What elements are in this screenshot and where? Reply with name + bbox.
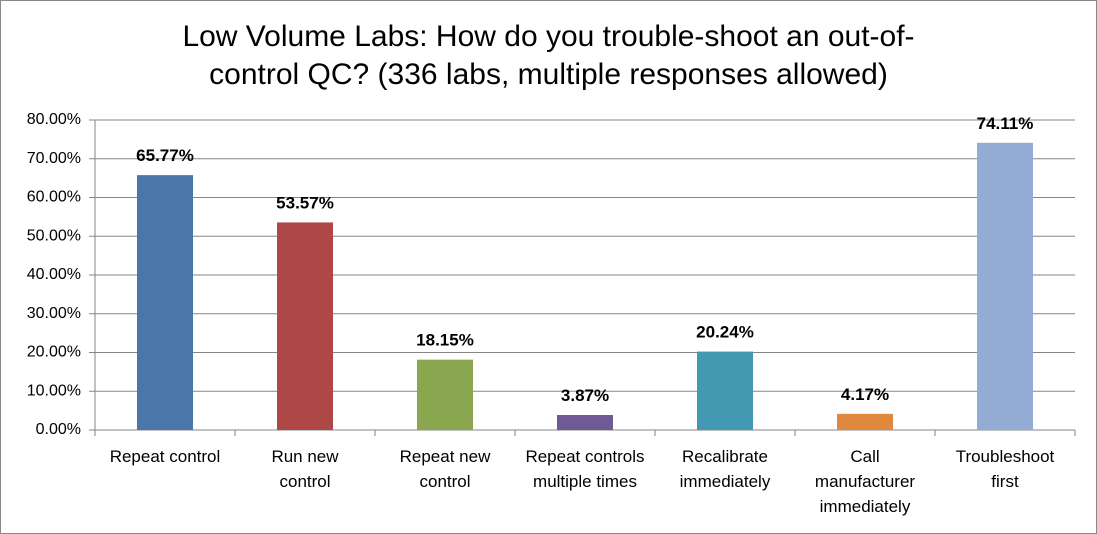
value-label: 65.77% (136, 146, 194, 165)
x-tick-label: Run new control (271, 447, 339, 491)
bar (277, 222, 333, 430)
x-tick-label: Repeat control (109, 447, 221, 466)
bar (417, 359, 473, 430)
x-tick-label: Repeat controls multiple times (525, 447, 645, 491)
x-tick-label: Recalibrate immediately (679, 447, 771, 491)
y-tick-label: 40.00% (27, 266, 81, 283)
y-tick-label: 10.00% (27, 382, 81, 399)
x-tick-label: Troubleshoot first (955, 447, 1055, 491)
value-label: 3.87% (561, 386, 609, 405)
bar (557, 415, 613, 430)
value-label: 4.17% (841, 385, 889, 404)
value-label: 53.57% (276, 193, 334, 212)
value-label: 18.15% (416, 331, 474, 350)
x-tick-label: Call manufacturer immediately (814, 447, 916, 516)
value-label: 74.11% (977, 114, 1034, 133)
y-tick-label: 20.00% (27, 344, 81, 361)
bar (137, 175, 193, 430)
chart-title: Low Volume Labs: How do you trouble-shoo… (182, 20, 915, 91)
value-label: 20.24% (696, 323, 754, 342)
bar (697, 351, 753, 430)
bar (977, 142, 1033, 431)
y-tick-label: 50.00% (27, 227, 81, 244)
y-tick-label: 0.00% (36, 421, 81, 438)
y-tick-label: 80.00% (27, 111, 81, 128)
bar (837, 413, 893, 430)
y-tick-label: 70.00% (27, 150, 81, 167)
y-tick-label: 30.00% (27, 305, 81, 322)
x-tick-label: Repeat new control (399, 447, 491, 491)
y-tick-label: 60.00% (27, 189, 81, 206)
